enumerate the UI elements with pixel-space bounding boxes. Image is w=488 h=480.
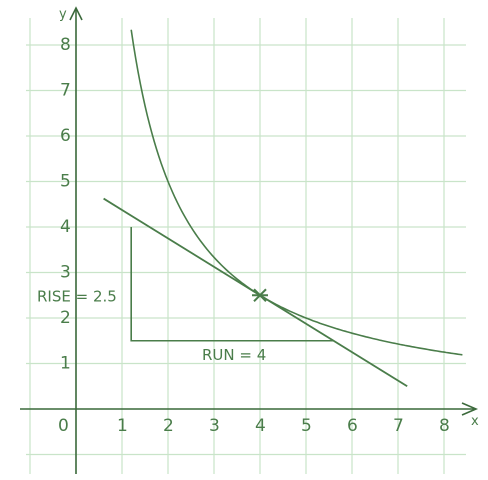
x-axis-arrow	[461, 402, 479, 416]
origin-label: 0	[58, 416, 69, 436]
series	[103, 29, 463, 388]
series-tangent-line	[103, 197, 408, 388]
y-tick-label: 4	[60, 217, 71, 237]
x-tick-label: 6	[347, 416, 358, 436]
y-tick-label: 8	[60, 35, 71, 55]
rise-run-triangle	[130, 227, 334, 342]
y-tick-label: 1	[60, 354, 71, 374]
x-tick-label: 2	[163, 416, 174, 436]
x-tick-label: 8	[439, 416, 450, 436]
x-axis-label: x	[471, 414, 479, 429]
y-tick-label: 6	[60, 126, 71, 146]
x-tick-label: 4	[255, 416, 266, 436]
run-label: RUN = 4	[202, 346, 266, 364]
tick-labels: x y 0 1 2 3 4 5 6 7 8 1 2 3 4 5 6 7 8	[58, 7, 479, 436]
x-tick-label: 5	[301, 416, 312, 436]
x-tick-label: 7	[393, 416, 404, 436]
axes	[20, 6, 479, 474]
y-tick-label: 5	[60, 172, 71, 192]
y-tick-label: 7	[60, 81, 71, 101]
x-tick-label: 1	[117, 416, 128, 436]
annotations: RISE = 2.5 RUN = 4	[37, 227, 334, 364]
y-tick-label: 3	[60, 263, 71, 283]
rise-label: RISE = 2.5	[37, 287, 117, 305]
series-curve	[130, 29, 463, 356]
y-axis-label: y	[59, 7, 67, 22]
x-tick-label: 3	[209, 416, 220, 436]
y-tick-label: 2	[60, 308, 71, 328]
y-axis-arrow	[69, 6, 83, 21]
grid	[26, 18, 466, 474]
